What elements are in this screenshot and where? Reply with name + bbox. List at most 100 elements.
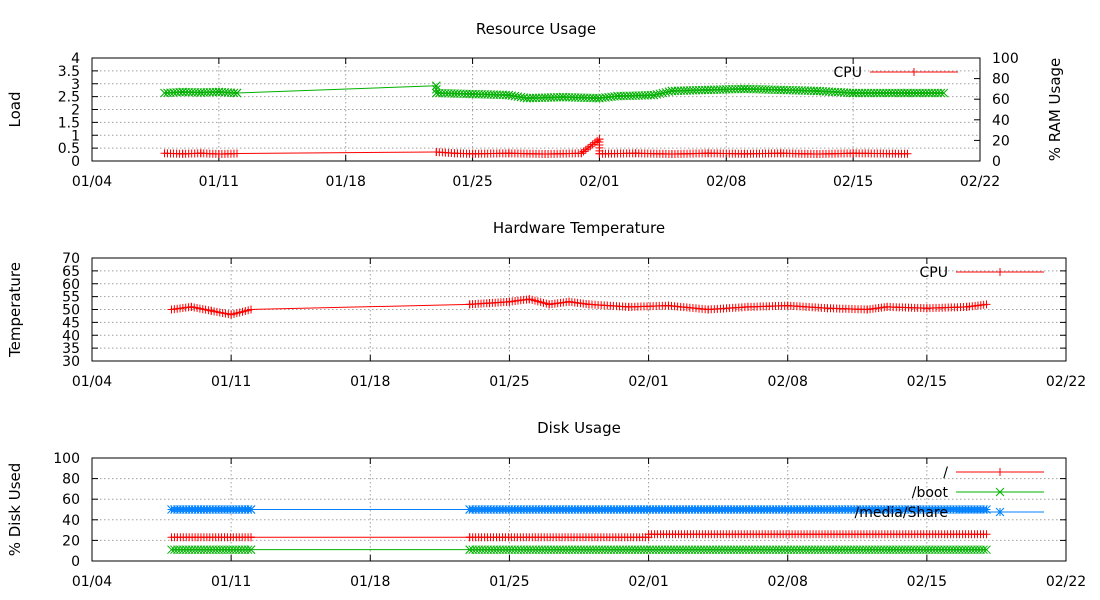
x-tick-label: 02/01 xyxy=(628,574,668,590)
y-tick-label: 2.5 xyxy=(58,90,80,106)
data-point xyxy=(232,149,241,158)
legend-label: CPU xyxy=(920,265,948,281)
y-tick-label: 65 xyxy=(62,264,80,280)
data-point xyxy=(912,88,921,98)
legend-marker xyxy=(995,487,1005,497)
data-point xyxy=(894,88,903,98)
data-point xyxy=(848,88,858,98)
y-tick-label: 45 xyxy=(62,315,80,331)
x-tick-label: 01/11 xyxy=(199,174,239,190)
data-point xyxy=(933,88,943,98)
y2-tick-label: 40 xyxy=(992,113,1010,129)
data-point xyxy=(939,88,949,98)
legend-label: / xyxy=(943,465,948,481)
y-tick-label: 1 xyxy=(71,128,80,144)
x-tick-label: 02/08 xyxy=(768,374,808,390)
series-1 xyxy=(160,81,949,103)
data-point xyxy=(246,545,256,555)
y-axis-title: Load xyxy=(6,92,24,128)
x-tick-label: 02/15 xyxy=(833,174,873,190)
data-point xyxy=(232,88,242,98)
y-tick-label: 0 xyxy=(71,554,80,570)
x-tick-label: 01/25 xyxy=(452,174,492,190)
x-tick-label: 01/25 xyxy=(489,574,529,590)
x-tick-label: 02/08 xyxy=(706,174,746,190)
data-point xyxy=(888,88,897,98)
x-tick-label: 02/15 xyxy=(907,574,947,590)
x-tick-label: 02/01 xyxy=(579,174,619,190)
data-point xyxy=(247,305,256,314)
data-point xyxy=(903,88,912,98)
y-tick-label: 3 xyxy=(71,77,80,93)
y2-tick-label: 60 xyxy=(992,92,1010,108)
x-tick-label: 02/08 xyxy=(768,574,808,590)
y-tick-label: 80 xyxy=(62,472,80,488)
y-tick-label: 2 xyxy=(71,103,80,119)
data-point xyxy=(857,88,867,98)
legend-marker xyxy=(910,68,918,76)
y-axis-title: Temperature xyxy=(6,262,24,358)
data-point xyxy=(193,88,203,97)
x-tick-label: 01/18 xyxy=(350,374,390,390)
y-tick-label: 55 xyxy=(62,290,80,306)
y-tick-label: 4 xyxy=(71,51,80,67)
data-point xyxy=(246,505,256,514)
y-tick-label: 0.5 xyxy=(58,141,80,157)
data-point xyxy=(882,88,891,98)
x-tick-label: 01/04 xyxy=(72,574,112,590)
y2-tick-label: 0 xyxy=(992,154,1001,170)
data-point xyxy=(431,81,441,91)
legend-marker xyxy=(995,507,1005,517)
data-point xyxy=(936,88,946,98)
data-point xyxy=(982,300,991,309)
data-point xyxy=(897,88,906,98)
y-tick-label: 35 xyxy=(62,341,80,357)
y-tick-label: 100 xyxy=(53,451,80,467)
data-point xyxy=(555,92,565,102)
plot-frame xyxy=(91,457,1067,562)
data-point xyxy=(924,88,934,98)
y-tick-label: 60 xyxy=(62,492,80,508)
y-tick-label: 40 xyxy=(62,328,80,344)
data-point xyxy=(247,533,256,542)
legend-marker xyxy=(996,468,1004,476)
y-tick-label: 0 xyxy=(71,154,80,170)
series-0 xyxy=(167,295,991,319)
x-tick-label: 01/11 xyxy=(211,574,251,590)
y2-tick-label: 80 xyxy=(992,72,1010,88)
legend-label: CPU xyxy=(834,65,862,81)
data-point xyxy=(854,88,864,98)
data-point xyxy=(982,530,991,539)
y-tick-label: 40 xyxy=(62,513,80,529)
data-point xyxy=(885,88,894,98)
data-point xyxy=(903,149,912,158)
data-point xyxy=(927,88,937,98)
y-tick-label: 50 xyxy=(62,303,80,319)
chart-2: Disk Usage 01/04 01/11 01/18 01/25 02/01 02/08… xyxy=(6,419,1086,590)
data-point xyxy=(918,88,927,98)
series-0 xyxy=(167,530,991,542)
x-tick-label: 02/22 xyxy=(960,174,1000,190)
data-point xyxy=(737,84,746,94)
y-tick-label: 60 xyxy=(62,277,80,293)
series-line xyxy=(236,151,437,155)
x-tick-label: 01/11 xyxy=(211,374,251,390)
data-point xyxy=(869,88,879,98)
data-point xyxy=(915,88,924,98)
data-point xyxy=(878,88,888,98)
data-point xyxy=(860,88,870,98)
data-point xyxy=(229,88,239,98)
y-axis-title: % Disk Used xyxy=(6,463,24,557)
series-0 xyxy=(160,135,912,159)
legend-label: /boot xyxy=(912,485,949,501)
y-tick-label: 3.5 xyxy=(58,64,80,80)
x-tick-label: 02/22 xyxy=(1046,374,1086,390)
y-tick-label: 70 xyxy=(62,251,80,267)
data-point xyxy=(872,88,882,98)
legend-label: /media/Share xyxy=(855,505,948,521)
x-tick-label: 02/15 xyxy=(907,374,947,390)
y-tick-label: 30 xyxy=(62,354,80,370)
series-line xyxy=(236,85,437,94)
data-point xyxy=(851,88,861,98)
legend-marker xyxy=(996,268,1004,276)
